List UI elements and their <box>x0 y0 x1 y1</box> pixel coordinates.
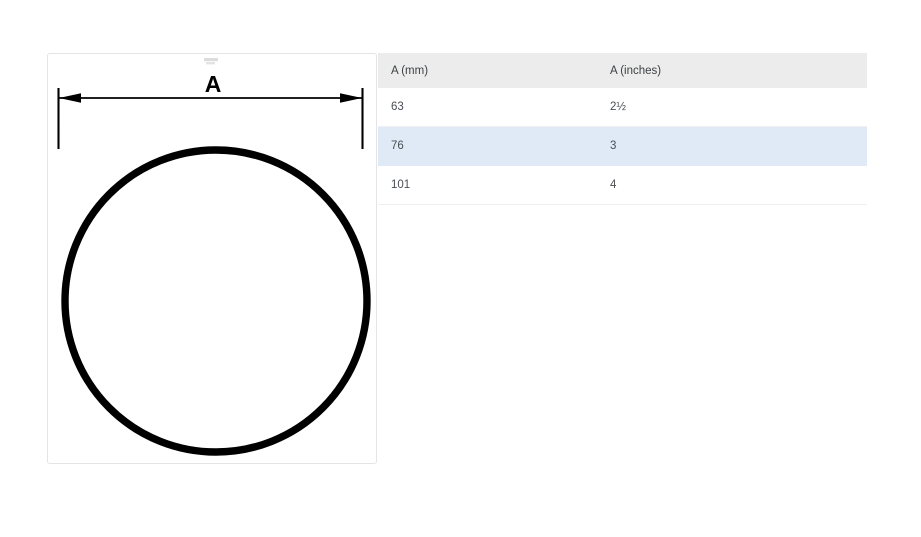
cell-inches: 4 <box>597 165 867 205</box>
label-smudge-artifact <box>204 58 218 65</box>
cell-mm: 101 <box>378 165 597 205</box>
spec-table-head: A (mm) A (inches) <box>378 53 867 88</box>
table-header-row: A (mm) A (inches) <box>378 53 867 88</box>
technical-drawing-svg <box>57 58 371 456</box>
spec-table-container[interactable]: A (mm) A (inches) 63 2½ 76 3 101 <box>378 53 873 464</box>
column-header-mm[interactable]: A (mm) <box>378 53 597 88</box>
cell-inches: 3 <box>597 126 867 166</box>
table-row[interactable]: 76 3 <box>378 126 867 166</box>
cell-mm: 63 <box>378 88 597 127</box>
arrowhead-left-icon <box>59 93 81 103</box>
spec-table-body: 63 2½ 76 3 101 4 <box>378 88 867 205</box>
cell-mm: 76 <box>378 126 597 166</box>
arrowhead-right-icon <box>340 93 362 103</box>
spec-table: A (mm) A (inches) 63 2½ 76 3 101 <box>378 53 867 205</box>
table-row[interactable]: 101 4 <box>378 165 867 205</box>
cell-inches: 2½ <box>597 88 867 127</box>
column-header-inches[interactable]: A (inches) <box>597 53 867 88</box>
dimension-label-a: A <box>204 71 222 97</box>
spec-content-row: A A (mm) A (inches) 63 2½ <box>47 53 873 465</box>
technical-drawing-panel: A <box>47 53 377 464</box>
circle-cross-section <box>61 146 371 456</box>
table-row[interactable]: 63 2½ <box>378 88 867 127</box>
